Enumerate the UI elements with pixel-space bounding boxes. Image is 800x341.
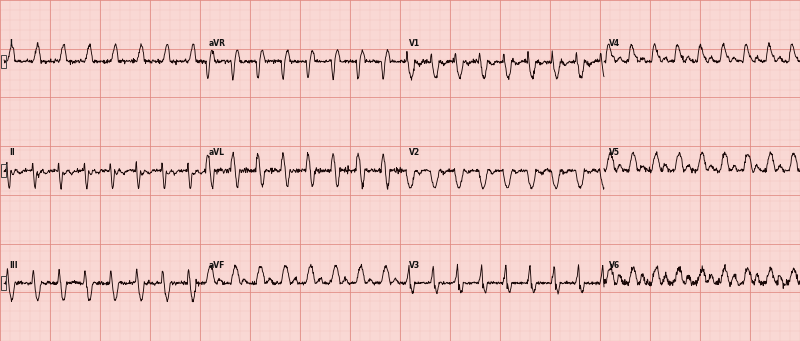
Text: V4: V4 bbox=[609, 39, 620, 48]
Text: III: III bbox=[9, 261, 18, 270]
Text: V5: V5 bbox=[609, 148, 620, 158]
Text: V3: V3 bbox=[409, 261, 420, 270]
Text: II: II bbox=[9, 148, 14, 158]
Text: V1: V1 bbox=[409, 39, 420, 48]
Text: aVL: aVL bbox=[209, 148, 225, 158]
Bar bbox=[1, 55, 6, 68]
Text: aVF: aVF bbox=[209, 261, 225, 270]
Text: aVR: aVR bbox=[209, 39, 226, 48]
Text: I: I bbox=[9, 39, 12, 48]
Bar bbox=[1, 164, 6, 177]
Text: V2: V2 bbox=[409, 148, 420, 158]
Text: V6: V6 bbox=[609, 261, 620, 270]
Bar bbox=[1, 277, 6, 290]
